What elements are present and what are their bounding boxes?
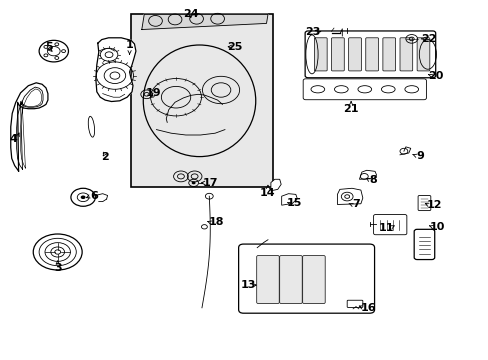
- FancyBboxPatch shape: [279, 256, 302, 303]
- Text: 15: 15: [286, 198, 302, 208]
- Text: 11: 11: [378, 222, 393, 233]
- Text: 2: 2: [101, 152, 109, 162]
- Text: 17: 17: [202, 178, 218, 188]
- Text: 14: 14: [260, 188, 275, 198]
- Text: 4: 4: [10, 134, 18, 144]
- Text: 8: 8: [368, 175, 376, 185]
- Text: 23: 23: [305, 27, 320, 37]
- FancyBboxPatch shape: [302, 256, 325, 303]
- FancyBboxPatch shape: [348, 38, 361, 71]
- FancyBboxPatch shape: [305, 31, 435, 78]
- Polygon shape: [96, 38, 136, 102]
- Circle shape: [81, 195, 85, 199]
- Polygon shape: [337, 188, 362, 204]
- Text: 25: 25: [226, 42, 242, 52]
- Polygon shape: [359, 170, 376, 179]
- FancyBboxPatch shape: [314, 38, 326, 71]
- Text: 20: 20: [427, 71, 443, 81]
- Bar: [131, 14, 272, 187]
- Text: 24: 24: [183, 9, 198, 19]
- Text: 3: 3: [54, 263, 61, 273]
- FancyBboxPatch shape: [365, 38, 378, 71]
- Text: 22: 22: [421, 34, 436, 44]
- Text: 7: 7: [351, 199, 359, 210]
- Text: 6: 6: [90, 191, 98, 201]
- FancyBboxPatch shape: [399, 38, 412, 71]
- Polygon shape: [142, 14, 267, 30]
- Text: 19: 19: [145, 88, 161, 98]
- Text: 5: 5: [45, 42, 53, 52]
- FancyBboxPatch shape: [413, 229, 434, 260]
- Polygon shape: [281, 194, 297, 205]
- Text: 18: 18: [208, 217, 224, 228]
- FancyBboxPatch shape: [238, 244, 374, 313]
- Polygon shape: [270, 179, 281, 191]
- FancyBboxPatch shape: [417, 195, 430, 211]
- FancyBboxPatch shape: [331, 38, 344, 71]
- Text: 16: 16: [360, 303, 375, 313]
- Text: 21: 21: [343, 104, 358, 114]
- FancyBboxPatch shape: [303, 79, 426, 100]
- FancyBboxPatch shape: [346, 300, 362, 307]
- Circle shape: [191, 181, 195, 184]
- FancyBboxPatch shape: [256, 256, 279, 303]
- FancyBboxPatch shape: [373, 215, 406, 235]
- FancyBboxPatch shape: [382, 38, 395, 71]
- Text: 9: 9: [416, 150, 424, 161]
- Text: 10: 10: [429, 222, 445, 232]
- Text: 12: 12: [426, 200, 441, 210]
- Text: 13: 13: [240, 280, 255, 290]
- FancyBboxPatch shape: [416, 38, 429, 71]
- Text: 1: 1: [125, 40, 133, 50]
